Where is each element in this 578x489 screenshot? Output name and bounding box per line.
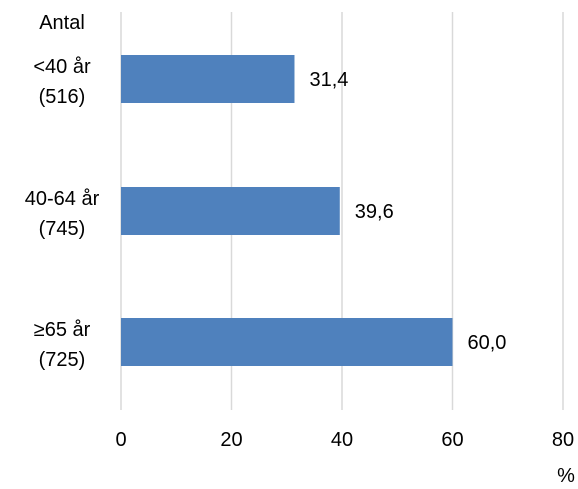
bar xyxy=(121,318,453,366)
x-tick-label: 0 xyxy=(115,429,126,451)
x-tick-label: 40 xyxy=(331,429,353,451)
value-label: 60,0 xyxy=(468,332,507,354)
bar xyxy=(121,55,295,103)
category-count: (516) xyxy=(39,86,86,108)
x-tick-label: 60 xyxy=(441,429,463,451)
category-label: ≥65 år xyxy=(34,319,91,341)
value-label: 39,6 xyxy=(355,201,394,223)
category-count: (745) xyxy=(39,218,86,240)
x-tick-labels: 0 20 40 60 80 xyxy=(115,429,574,451)
x-tick-label: 80 xyxy=(552,429,574,451)
x-tick-label: 20 xyxy=(220,429,242,451)
bar xyxy=(121,187,340,235)
category-label: 40-64 år xyxy=(25,188,100,210)
bars xyxy=(121,55,453,366)
category-count: (725) xyxy=(39,349,86,371)
category-label: <40 år xyxy=(33,56,91,78)
x-axis-unit: % xyxy=(557,465,575,487)
category-labels: <40 år (516) 40-64 år (745) ≥65 år (725) xyxy=(25,56,100,371)
value-labels: 31,4 39,6 60,0 xyxy=(309,69,506,354)
category-axis-title: Antal xyxy=(39,12,85,34)
value-label: 31,4 xyxy=(309,69,348,91)
